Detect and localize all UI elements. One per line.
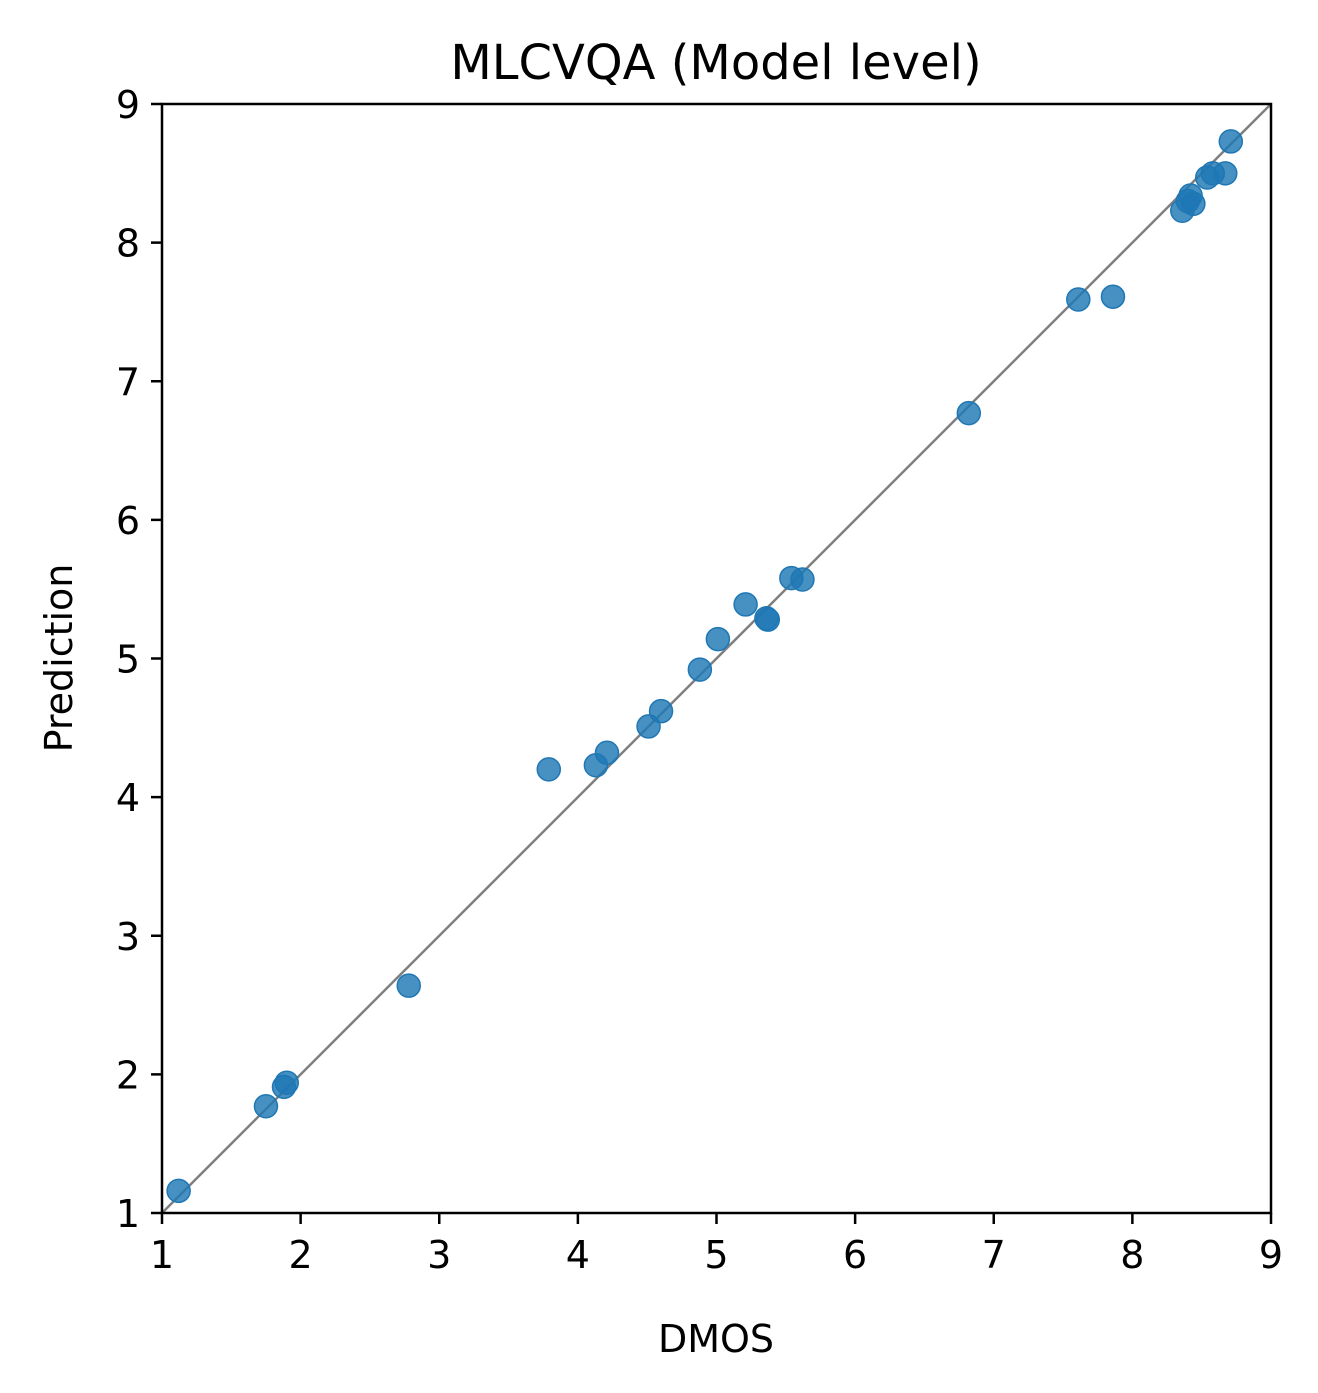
data-point (396, 973, 422, 998)
y-axis-ticks: 1 2 3 4 5 6 7 8 9 (116, 83, 162, 1236)
data-points (166, 129, 1244, 1204)
data-point (733, 592, 758, 617)
data-point (956, 400, 982, 426)
x-tick-label: 6 (843, 1233, 867, 1277)
y-tick-label: 5 (116, 638, 140, 682)
x-tick-label: 3 (427, 1233, 451, 1277)
y-tick-label: 9 (116, 83, 140, 127)
identity-reference-line (161, 103, 1272, 1214)
data-point (1181, 191, 1206, 217)
data-point (166, 1178, 191, 1204)
data-point (1066, 287, 1091, 312)
data-point (536, 757, 562, 782)
x-tick-label: 8 (1120, 1233, 1144, 1277)
x-tick-label: 7 (982, 1233, 1006, 1277)
y-tick-label: 6 (116, 499, 140, 543)
data-point (1213, 161, 1238, 186)
x-tick-label: 9 (1259, 1233, 1283, 1277)
x-axis-ticks: 1 2 3 4 5 6 7 8 9 (150, 1213, 1283, 1277)
x-tick-label: 1 (150, 1233, 174, 1277)
x-tick-label: 2 (289, 1233, 313, 1277)
y-axis-label: Prediction (37, 564, 81, 753)
reference-line-layer (161, 103, 1272, 1214)
data-point (648, 698, 674, 724)
x-tick-label: 4 (566, 1233, 590, 1277)
y-tick-label: 7 (116, 360, 140, 404)
y-tick-label: 3 (116, 915, 140, 959)
data-point (790, 567, 815, 592)
data-point (594, 740, 620, 766)
y-tick-label: 8 (116, 222, 140, 266)
data-point (1218, 129, 1244, 154)
y-tick-label: 4 (116, 776, 140, 820)
y-tick-label: 2 (116, 1053, 140, 1097)
data-point (1100, 284, 1126, 309)
x-axis-label: DMOS (658, 1317, 774, 1361)
data-point (755, 607, 781, 632)
y-tick-label: 1 (116, 1192, 140, 1236)
data-point (687, 657, 713, 682)
data-point (253, 1094, 279, 1119)
data-point (274, 1070, 300, 1095)
data-point (705, 626, 731, 652)
x-tick-label: 5 (704, 1233, 728, 1277)
chart-title: MLCVQA (Model level) (450, 35, 981, 91)
